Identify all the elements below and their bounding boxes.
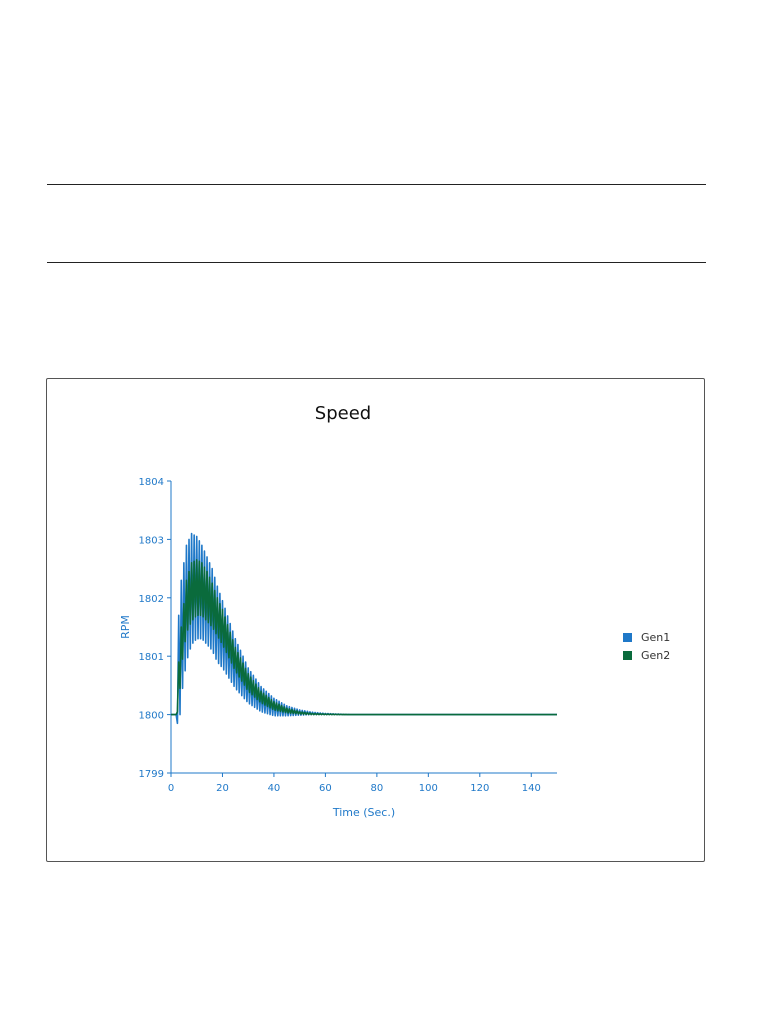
- top-divider: [47, 184, 706, 185]
- series-line-gen1: [171, 532, 557, 725]
- x-tick-label: 80: [370, 783, 383, 794]
- chart-legend: Gen1 Gen2: [623, 628, 670, 664]
- legend-item-gen1: Gen1: [623, 628, 670, 646]
- x-tick-label: 0: [168, 783, 174, 794]
- y-tick-label: 1799: [139, 769, 164, 780]
- legend-item-gen2: Gen2: [623, 646, 670, 664]
- y-tick-label: 1800: [139, 711, 164, 722]
- x-axis-label: Time (Sec.): [332, 806, 395, 819]
- legend-swatch-gen2: [623, 650, 632, 660]
- x-tick-label: 60: [319, 783, 332, 794]
- speed-chart: Speed 1799 1800 1801 1802 1803 1804 0 20 40 60 80 1…: [119, 403, 557, 819]
- chart-title: Speed: [315, 403, 371, 424]
- x-tick-label: 140: [522, 783, 541, 794]
- y-tick-label: 1804: [139, 477, 164, 488]
- y-tick-label: 1803: [139, 535, 164, 546]
- y-axis-label: RPM: [119, 615, 132, 639]
- bottom-divider: [47, 262, 706, 263]
- legend-swatch-gen1: [623, 632, 632, 642]
- y-tick-label: 1802: [139, 594, 164, 605]
- series-line-gen2: [171, 559, 557, 716]
- legend-label-gen2: Gen2: [641, 648, 671, 662]
- y-tick-label: 1801: [139, 652, 164, 663]
- x-tick-label: 20: [216, 783, 229, 794]
- x-tick-label: 40: [268, 783, 281, 794]
- x-tick-label: 100: [419, 783, 438, 794]
- x-tick-label: 120: [470, 783, 489, 794]
- chart-panel: Speed 1799 1800 1801 1802 1803 1804 0 20 40 60 80 1…: [46, 378, 705, 862]
- legend-label-gen1: Gen1: [641, 630, 671, 644]
